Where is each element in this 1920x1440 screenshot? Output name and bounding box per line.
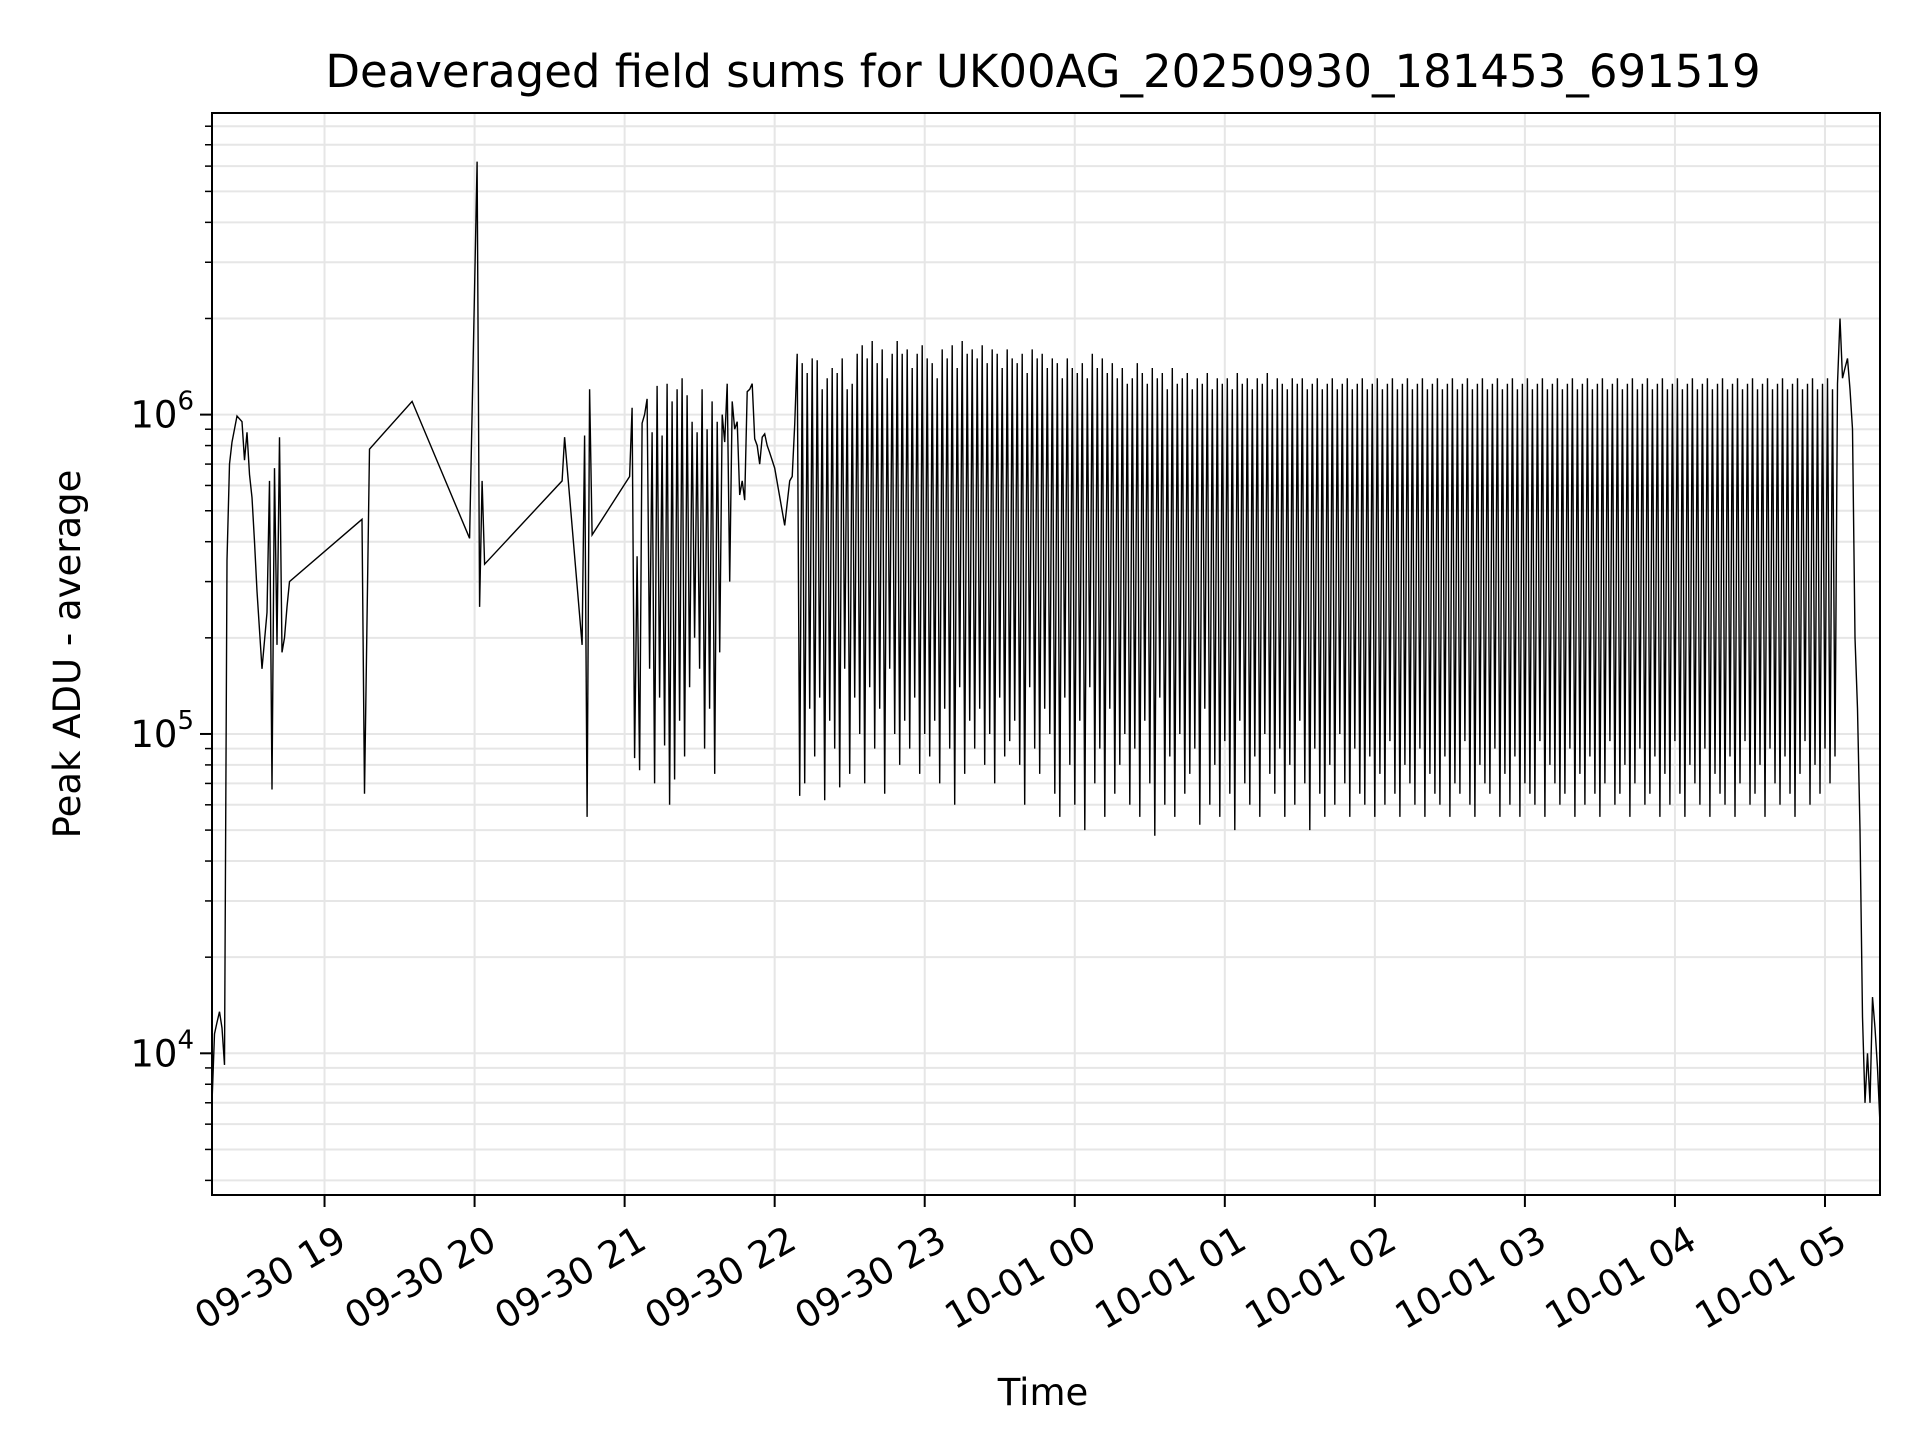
y-tick-label: 106: [130, 387, 194, 437]
y-tick-label: 105: [130, 706, 194, 756]
x-axis-label: Time: [997, 1371, 1089, 1414]
chart-title: Deaveraged field sums for UK00AG_2025093…: [325, 45, 1760, 98]
grid-lines: [212, 113, 1880, 1195]
plot-frame: [211, 112, 1881, 1196]
y-axis-label: Peak ADU - average: [46, 470, 89, 839]
series-layer: [211, 161, 1881, 1125]
y-axis: 104 105 106: [130, 125, 212, 1182]
series-line-0: [211, 161, 1881, 1125]
y-tick-label: 104: [130, 1025, 194, 1075]
